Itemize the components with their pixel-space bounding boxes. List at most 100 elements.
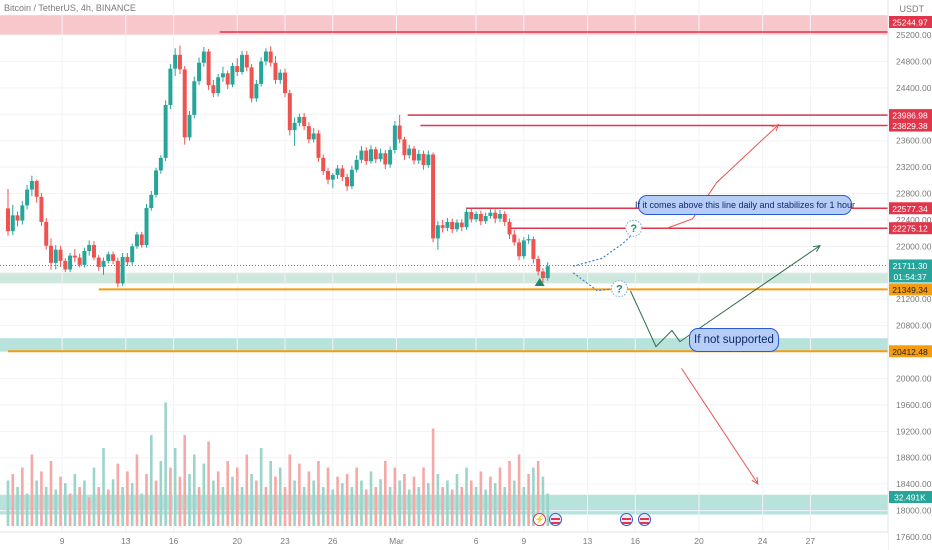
us-flag-icon[interactable] xyxy=(549,513,562,526)
candle-body xyxy=(10,215,15,232)
price-label-box-1 xyxy=(889,109,932,122)
price-tick-label: 22000.00 xyxy=(896,241,932,251)
candle-body xyxy=(134,234,139,247)
question-markers[interactable]: ?? xyxy=(534,219,643,298)
volume-bar xyxy=(326,467,330,526)
candle-body xyxy=(493,212,498,219)
candle-body xyxy=(474,214,479,220)
price-tick-label: 19200.00 xyxy=(896,426,932,436)
volume-bar xyxy=(446,480,449,526)
candle-body xyxy=(378,153,383,160)
candle-body xyxy=(53,249,58,263)
time-tick-label: 23 xyxy=(280,536,290,546)
currency-unit-label: USDT xyxy=(899,4,925,14)
volume-bar xyxy=(278,467,282,526)
volume-bar xyxy=(369,471,373,526)
candle-body xyxy=(168,68,173,106)
us-flag-icon[interactable] xyxy=(620,513,633,526)
candle-body xyxy=(497,214,502,219)
volume-bar xyxy=(436,474,440,526)
volume-bar xyxy=(202,463,206,526)
candle-body xyxy=(72,255,77,258)
volume-bar xyxy=(149,435,153,526)
volume-bar xyxy=(11,474,15,526)
candle-body xyxy=(512,234,517,243)
volume-bar xyxy=(450,489,454,526)
volume-bar xyxy=(493,483,497,526)
volume-bar xyxy=(169,467,172,526)
volume-bar xyxy=(197,487,201,526)
candle-body xyxy=(63,260,68,270)
price-label-5: 21711.30 xyxy=(893,261,928,271)
candle-body xyxy=(407,148,412,156)
candle-body xyxy=(111,254,116,261)
price-label-box-8 xyxy=(889,345,932,358)
flash-icon[interactable]: ⚡ xyxy=(533,513,546,526)
candle-body xyxy=(383,153,388,165)
volume-bar xyxy=(235,467,239,526)
candle-body xyxy=(321,157,326,172)
question-marker-ring-0 xyxy=(625,219,643,237)
scenario-paths[interactable] xyxy=(572,123,821,485)
symbol-title[interactable]: Bitcoin / TetherUS, 4h, BINANCE xyxy=(4,3,136,13)
candle-body xyxy=(397,125,402,140)
time-tick-label: 26 xyxy=(328,536,338,546)
volume-bar xyxy=(307,471,311,526)
upper-scenario-callout[interactable]: If it comes above this line daily and st… xyxy=(635,195,855,215)
price-label-9: 32.491K xyxy=(894,493,926,503)
price-label-box-4 xyxy=(889,222,932,235)
volume-bar xyxy=(293,480,296,526)
zone-0 xyxy=(0,15,888,35)
volume-bar xyxy=(78,487,81,526)
lower-scenario-callout[interactable]: If not supported xyxy=(689,328,779,352)
candle-body xyxy=(173,54,178,69)
volume-bar xyxy=(264,487,268,526)
volume-bar xyxy=(398,480,401,526)
candle-body xyxy=(144,208,149,246)
candle-body xyxy=(211,85,216,94)
time-axis[interactable]: 9 13 16 20 23 26 Mar 6 9 13 16 20 24 27 xyxy=(0,531,888,550)
volume-bar xyxy=(164,402,167,526)
candle-body xyxy=(416,153,421,161)
price-zones xyxy=(0,15,888,515)
volume-bar xyxy=(546,493,550,526)
volume-bar xyxy=(269,461,272,526)
price-label-box-0 xyxy=(889,16,932,28)
price-label-box-2 xyxy=(889,119,932,132)
level-lines[interactable] xyxy=(0,31,888,353)
candle-body xyxy=(187,114,192,138)
candle-body xyxy=(235,66,240,72)
time-tick-label: 13 xyxy=(121,536,131,546)
volume-bar xyxy=(44,487,48,526)
volume-bar xyxy=(312,480,315,526)
candle-body xyxy=(454,222,459,230)
time-tick-label: 16 xyxy=(169,536,179,546)
candle-body xyxy=(540,271,545,279)
candle-body xyxy=(311,133,316,140)
price-label-4: 22275.12 xyxy=(892,224,928,234)
time-tick-label: 9 xyxy=(521,536,526,546)
volume-bar xyxy=(355,467,358,526)
us-flag-icon[interactable] xyxy=(638,513,651,526)
volume-bar xyxy=(154,480,158,526)
candle-body xyxy=(421,153,426,166)
volume-bar xyxy=(298,463,301,526)
up-dotted-path xyxy=(573,232,635,267)
price-tick-label: 18400.00 xyxy=(896,479,932,489)
candle-body xyxy=(29,180,34,190)
zone-1 xyxy=(0,272,888,284)
price-tick-label: 19600.00 xyxy=(896,400,932,410)
price-label-1: 23986.98 xyxy=(892,111,928,121)
candle-body xyxy=(34,180,39,197)
volume-bar xyxy=(126,471,129,526)
candle-body xyxy=(39,196,44,222)
price-tick-label: 20000.00 xyxy=(896,373,932,383)
volume-bar xyxy=(422,467,425,526)
candle-body xyxy=(149,194,154,209)
candle-body xyxy=(87,245,92,251)
question-marker-ring-1 xyxy=(610,280,628,298)
candle-body xyxy=(139,234,144,246)
price-label-6: 01:54:37 xyxy=(893,272,926,282)
